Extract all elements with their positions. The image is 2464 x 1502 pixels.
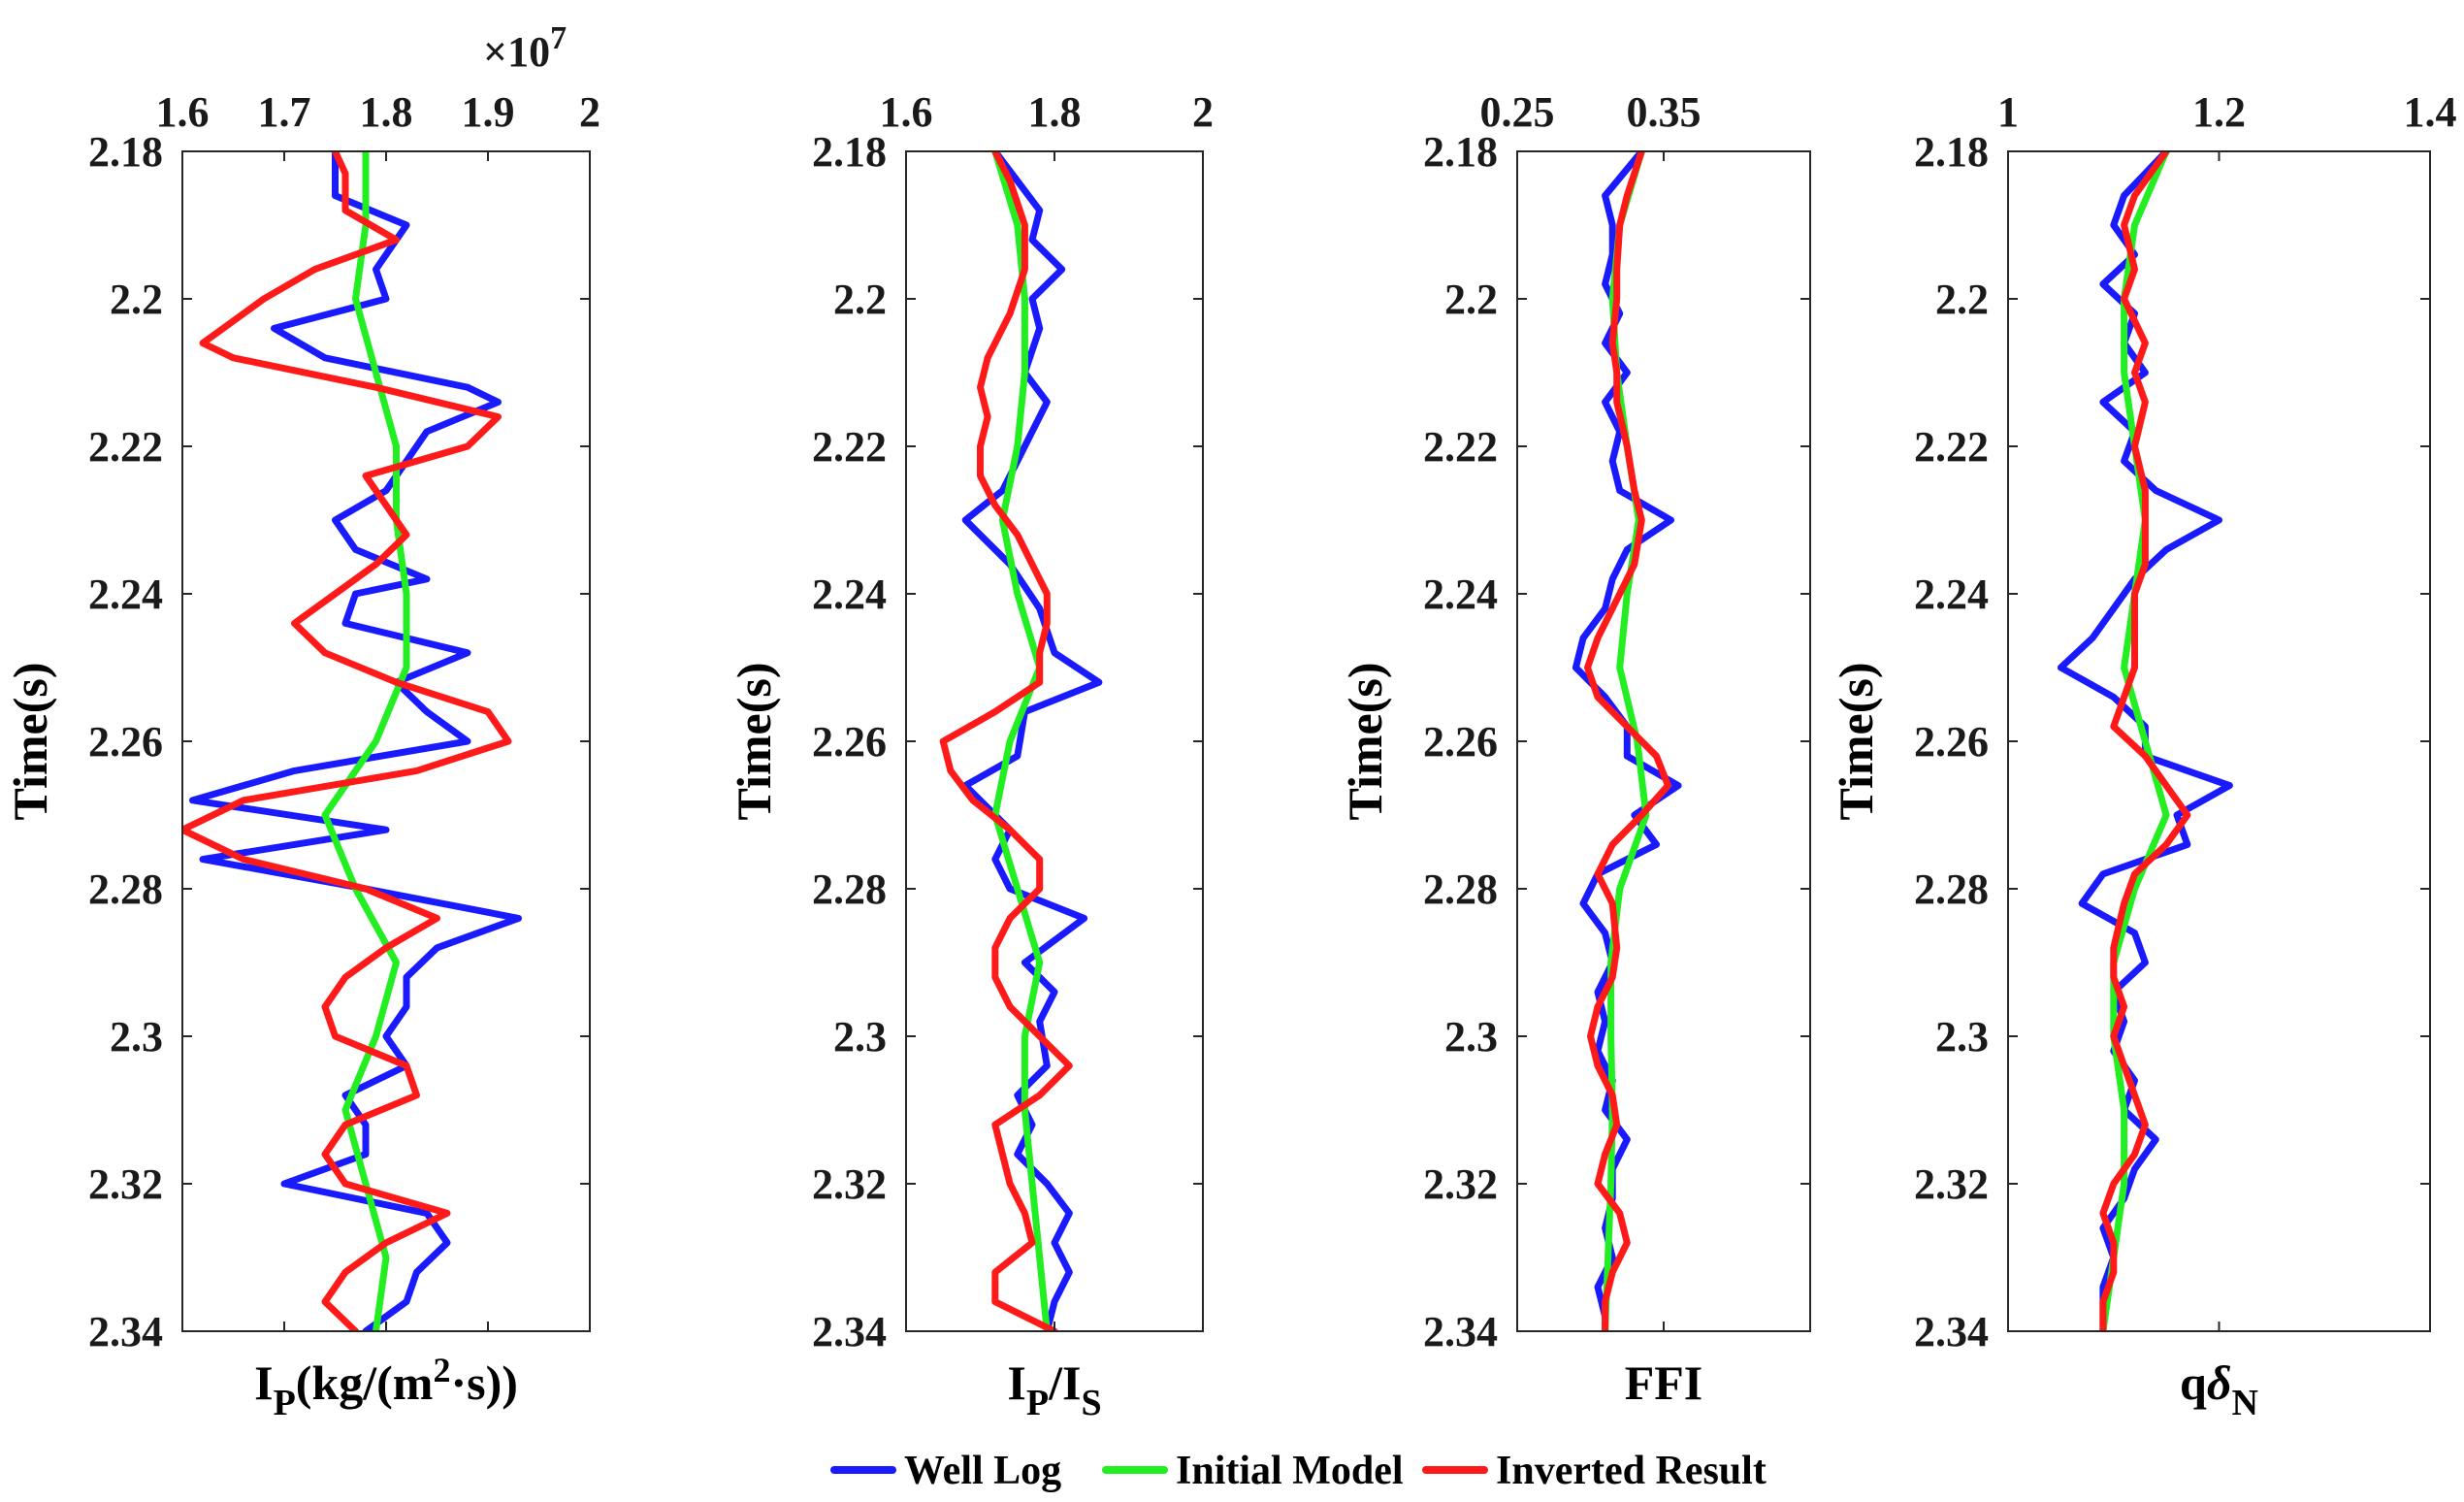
y-tick-label: 2.22 (88, 423, 163, 471)
series-line-initial-model (991, 151, 1051, 1331)
series-group (939, 151, 1103, 1331)
series-line-inverted-result (2099, 151, 2191, 1331)
legend: Well Log Initial Model Inverted Result (830, 1449, 1767, 1493)
x-axis-label: FFI (1625, 1355, 1703, 1410)
panel-3: 2.18 2.2 2.22 2.24 2.26 2.28 2.3 2.32 2.34 0.25 0.… (1338, 88, 1811, 1410)
y-tick-label: 2.24 (88, 571, 163, 618)
y-tick-label: 2.28 (88, 865, 163, 913)
y-tick-label: 2.28 (1423, 865, 1498, 913)
plot-area (906, 151, 1203, 1331)
y-tick-label: 2.3 (1444, 1013, 1498, 1061)
legend-label-inverted-result: Inverted Result (1496, 1449, 1767, 1493)
legend-label-well-log: Well Log (904, 1449, 1061, 1493)
x-axis-label: IP/IS (1007, 1355, 1101, 1423)
y-tick-label: 2.26 (1423, 718, 1498, 766)
series-line-inverted-result (939, 151, 1073, 1331)
y-tick-label: 2.32 (1423, 1160, 1498, 1208)
panel-1: 2.18 2.2 2.22 2.24 2.26 2.28 2.3 2.32 2.34 1.6 1.7… (3, 20, 600, 1423)
y-tick-label: 2.2 (1444, 276, 1498, 323)
y-tick-label: 2.22 (812, 423, 887, 471)
panel-4: 2.18 2.2 2.22 2.24 2.26 2.28 2.3 2.32 2.34 1 1.2 1.… (1829, 88, 2457, 1423)
y-tick-label: 2.18 (1423, 128, 1498, 176)
x-axis-label: IP(kg/(m2·s)) (254, 1351, 518, 1423)
x-exponent-label: ×107 (483, 20, 567, 76)
y-tick-label: 2.3 (1935, 1013, 1989, 1061)
series-group (1572, 151, 1682, 1331)
x-tick-label: 1.6 (880, 88, 933, 136)
plot-area (1517, 151, 1810, 1331)
plot-area (2008, 151, 2430, 1331)
series-line-well-log (1572, 151, 1682, 1331)
x-tick-label: 1.2 (2192, 88, 2246, 136)
x-tick-label: 1.4 (2404, 88, 2457, 136)
y-tick-label: 2.34 (1423, 1308, 1498, 1355)
series-line-well-log (189, 151, 522, 1331)
y-tick-label: 2.24 (1423, 571, 1498, 618)
y-tick-label: 2.22 (1914, 423, 1989, 471)
y-tick-label: 2.18 (1914, 128, 1989, 176)
y-tick-label: 2.28 (1914, 865, 1989, 913)
y-tick-label: 2.2 (1935, 276, 1989, 323)
y-tick-label: 2.32 (812, 1160, 887, 1208)
series-line-inverted-result (1584, 151, 1671, 1331)
series-group (182, 151, 522, 1331)
x-axis-label: qδN (2180, 1355, 2258, 1423)
y-tick-label: 2.26 (1914, 718, 1989, 766)
y-tick-label: 2.3 (110, 1013, 163, 1061)
y-axis-label: Time(s) (1829, 663, 1883, 821)
y-tick-label: 2.2 (833, 276, 887, 323)
y-axis-label: Time(s) (1338, 663, 1392, 821)
series-group (2057, 151, 2233, 1331)
x-tick-label: 0.35 (1627, 88, 1702, 136)
y-tick-label: 2.3 (833, 1013, 887, 1061)
plot-area (182, 151, 590, 1331)
x-tick-label: 2 (1192, 88, 1214, 136)
series-line-initial-model (2099, 151, 2170, 1331)
y-tick-label: 2.18 (812, 128, 887, 176)
y-tick-label: 2.18 (88, 128, 163, 176)
x-tick-label: 0.25 (1480, 88, 1555, 136)
y-axis-label: Time(s) (3, 663, 57, 821)
series-line-initial-model (321, 151, 410, 1331)
y-tick-label: 2.22 (1423, 423, 1498, 471)
x-tick-label: 1.8 (1028, 88, 1082, 136)
y-tick-label: 2.2 (110, 276, 163, 323)
x-tick-label: 1.7 (258, 88, 311, 136)
y-tick-label: 2.26 (812, 718, 887, 766)
series-line-inverted-result (182, 151, 512, 1331)
x-tick-label: 1.6 (156, 88, 210, 136)
x-tick-label: 1.9 (462, 88, 515, 136)
y-tick-label: 2.34 (812, 1308, 887, 1355)
y-tick-label: 2.24 (812, 571, 887, 618)
y-tick-label: 2.26 (88, 718, 163, 766)
x-tick-label: 2 (579, 88, 600, 136)
y-tick-label: 2.24 (1914, 571, 1989, 618)
legend-label-initial-model: Initial Model (1176, 1449, 1404, 1493)
x-tick-label: 1 (1997, 88, 2019, 136)
panel-2: 2.18 2.2 2.22 2.24 2.26 2.28 2.3 2.32 2.34 1.6 1.8… (727, 88, 1214, 1423)
y-axis-label: Time(s) (727, 663, 781, 821)
y-tick-label: 2.34 (88, 1308, 163, 1355)
y-tick-label: 2.34 (1914, 1308, 1989, 1355)
x-tick-label: 1.8 (360, 88, 413, 136)
y-tick-label: 2.32 (1914, 1160, 1989, 1208)
y-tick-label: 2.28 (812, 865, 887, 913)
y-tick-label: 2.32 (88, 1160, 163, 1208)
